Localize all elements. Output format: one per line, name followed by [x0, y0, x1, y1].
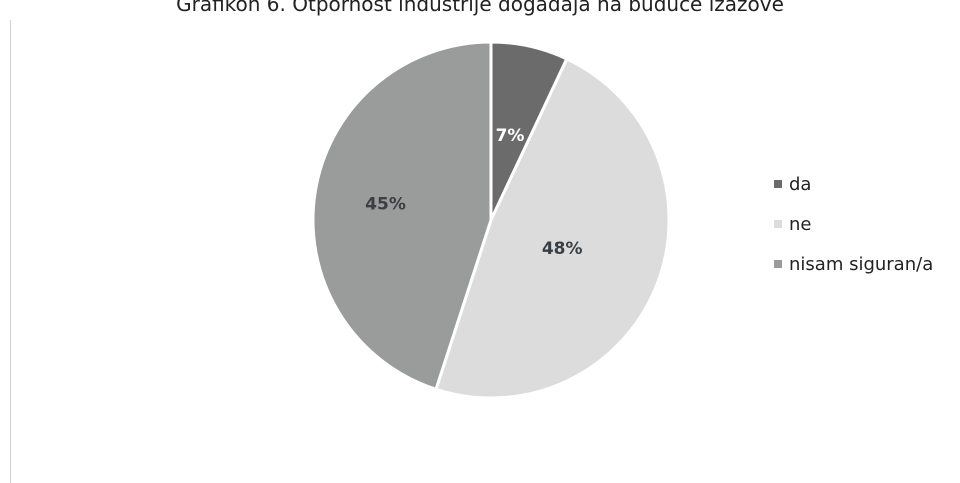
legend-swatch-da [774, 180, 782, 188]
legend-label-da: da [789, 173, 812, 195]
data-label-da: 7% [496, 126, 525, 146]
data-label-nisam-siguran: 45% [365, 194, 406, 214]
chart-frame-border [10, 20, 11, 483]
pie-slice-labels: 7% 48% 45% [365, 126, 582, 259]
legend-item-da[interactable]: da [774, 164, 933, 204]
pie-slices [311, 40, 671, 400]
pie-slice-ne[interactable] [434, 57, 671, 400]
legend-label-nisam-siguran: nisam siguran/a [789, 253, 934, 275]
legend-item-nisam-siguran[interactable]: nisam siguran/a [774, 244, 933, 284]
legend-item-ne[interactable]: ne [774, 204, 933, 244]
data-label-ne: 48% [542, 239, 583, 259]
pie-slice-nisam-siguran[interactable] [311, 40, 493, 391]
chart-legend: da ne nisam siguran/a [774, 164, 933, 284]
legend-swatch-ne [774, 220, 782, 228]
legend-swatch-nisam-siguran [774, 260, 782, 268]
legend-label-ne: ne [789, 213, 812, 235]
chart-title: Grafikon 6. Otpornost industrije događaj… [176, 0, 784, 16]
